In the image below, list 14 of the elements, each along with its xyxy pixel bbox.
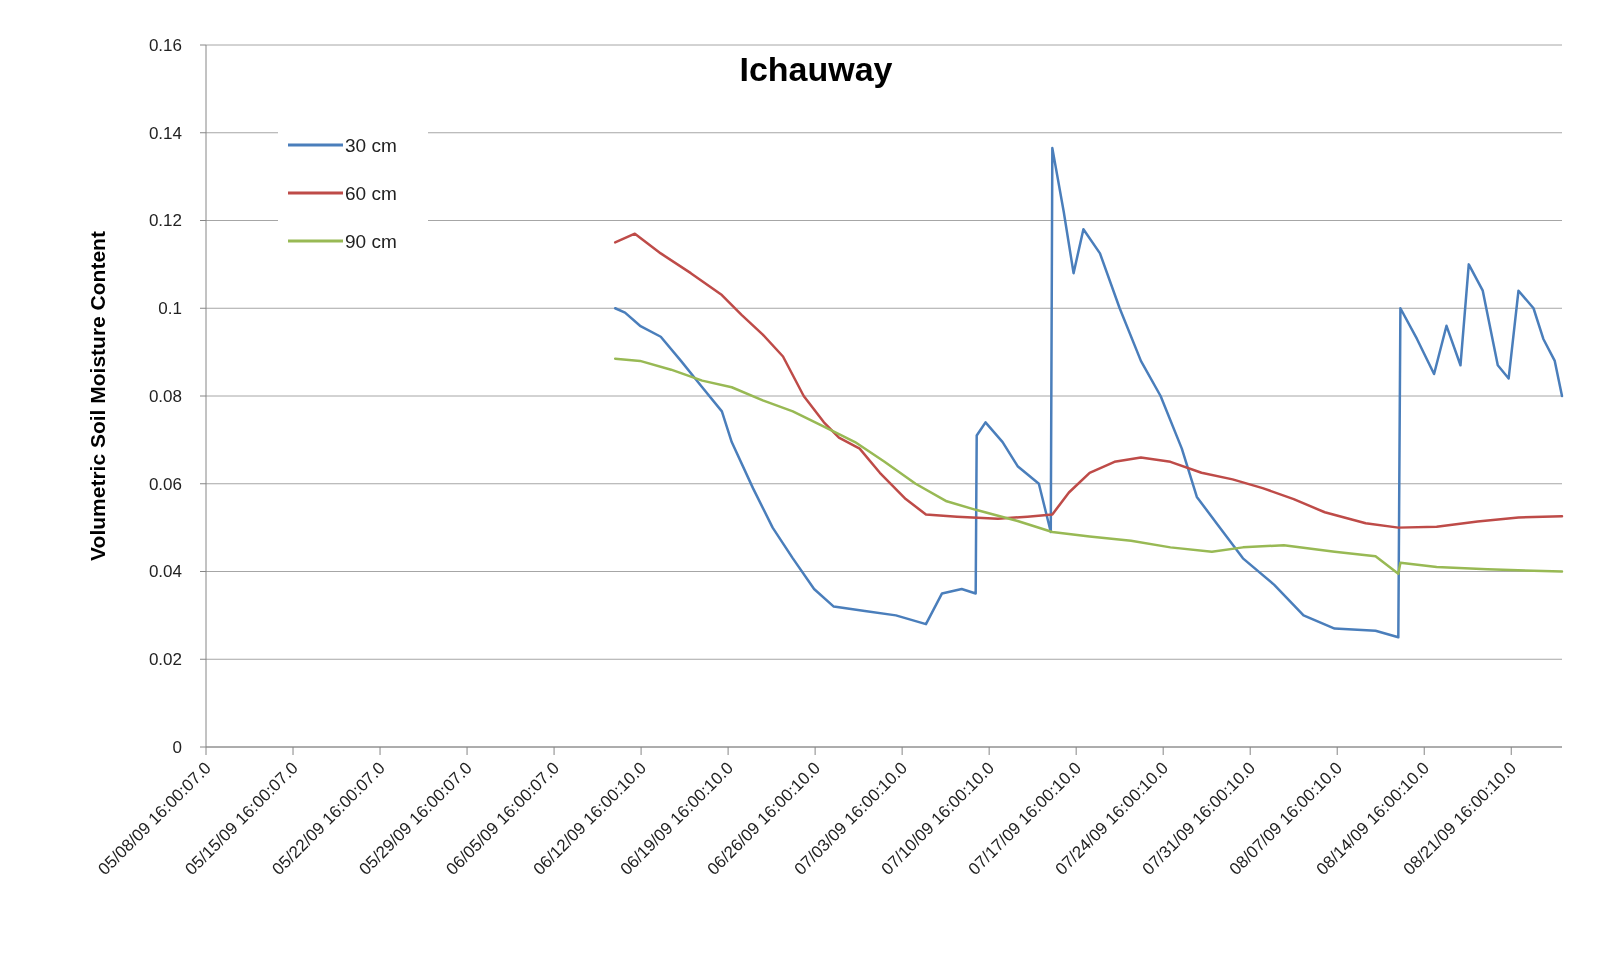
- y-axis-title: Volumetric Soil Moisture Content: [86, 231, 109, 561]
- y-tick-label: 0.12: [148, 211, 182, 231]
- y-tick-label: 0.16: [148, 35, 182, 55]
- y-tick-label: 0.02: [148, 650, 182, 670]
- y-tick-label: 0.06: [148, 474, 182, 494]
- y-tick-label: 0.08: [148, 386, 182, 406]
- y-tick-label: 0.14: [148, 123, 182, 143]
- legend-label: 90 cm: [345, 230, 397, 252]
- legend-label: 30 cm: [345, 134, 397, 156]
- legend-label: 60 cm: [345, 182, 397, 204]
- y-tick-label: 0.1: [158, 299, 182, 319]
- y-tick-label: 0.04: [148, 562, 182, 582]
- y-tick-label: 0: [172, 737, 182, 757]
- chart-title: Ichauway: [739, 50, 893, 88]
